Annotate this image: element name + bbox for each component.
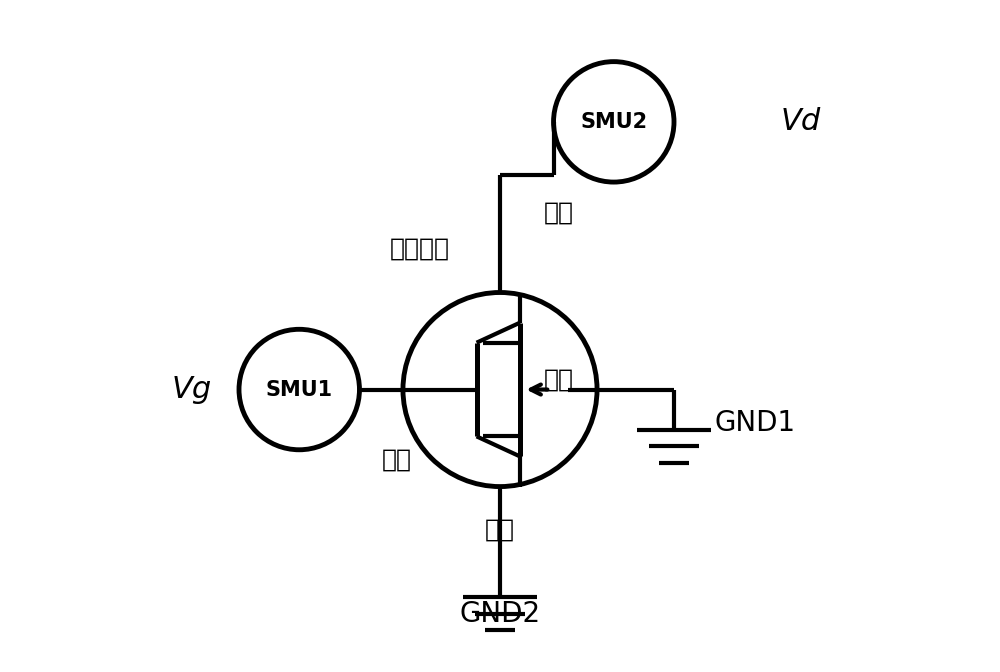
Text: Vg: Vg	[172, 375, 212, 404]
Text: Vd: Vd	[781, 108, 821, 136]
Text: 源极: 源极	[485, 518, 515, 542]
Text: SMU1: SMU1	[266, 380, 333, 400]
Text: GND1: GND1	[714, 409, 795, 437]
Text: 漏极: 漏极	[543, 200, 573, 224]
Text: SMU2: SMU2	[580, 112, 647, 132]
Text: 栅极: 栅极	[381, 448, 411, 472]
Text: 衬底: 衬底	[543, 368, 573, 392]
Text: 待测器件: 待测器件	[390, 237, 450, 261]
Text: GND2: GND2	[459, 599, 541, 628]
